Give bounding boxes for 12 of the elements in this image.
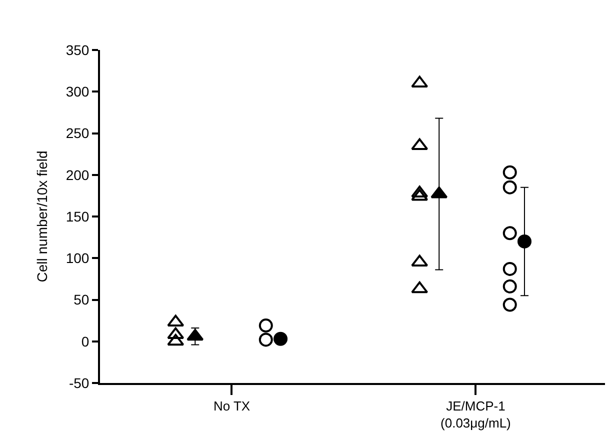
y-tick-label: 300 xyxy=(66,84,90,100)
y-tick-label: 150 xyxy=(66,208,90,224)
y-tick-label: 0 xyxy=(81,333,90,350)
x-tick-label: No TX xyxy=(213,398,250,414)
y-tick-label: 350 xyxy=(66,42,90,58)
y-tick-label: 50 xyxy=(74,292,90,308)
y-tick-label: 200 xyxy=(66,166,90,183)
y-axis-title: Cell number/10x field xyxy=(34,150,50,282)
x-tick-label: JE/MCP-1 (0.03μg/mL) xyxy=(440,398,511,430)
y-tick-label: -50 xyxy=(68,374,90,391)
y-tick-label: 100 xyxy=(66,250,90,266)
y-tick-label: 250 xyxy=(66,125,90,142)
